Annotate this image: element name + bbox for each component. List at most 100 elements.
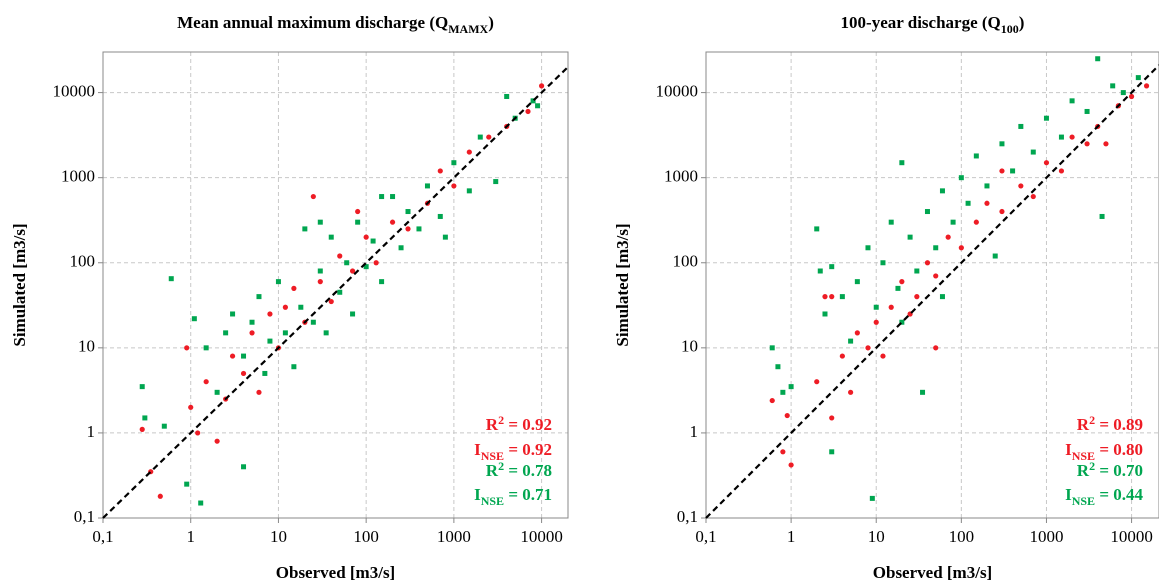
point	[350, 311, 356, 317]
point	[1084, 108, 1090, 114]
chart-title: Mean annual maximum discharge (QMAMX)	[177, 13, 494, 36]
point	[814, 226, 820, 232]
point	[139, 426, 145, 432]
point	[328, 234, 334, 240]
x-tick-label: 10	[270, 527, 287, 546]
point	[1010, 168, 1016, 174]
point	[275, 279, 281, 285]
point	[538, 83, 545, 89]
point	[241, 464, 247, 470]
point	[168, 276, 174, 282]
y-tick-label: 1	[87, 422, 96, 441]
point	[914, 268, 920, 274]
chart-title: 100-year discharge (Q100)	[841, 13, 1025, 36]
y-tick-label: 1000	[61, 167, 95, 186]
point	[1030, 149, 1036, 155]
point	[829, 449, 835, 455]
point	[337, 253, 343, 259]
point	[437, 213, 443, 219]
annotation-symbol: I	[1065, 485, 1072, 504]
point	[363, 234, 369, 240]
annotation: R2 = 0.78	[486, 459, 552, 480]
point	[317, 279, 323, 285]
x-tick-label: 100	[353, 527, 379, 546]
point	[888, 219, 894, 225]
y-tick-label: 1000	[664, 167, 698, 186]
y-tick-label: 10000	[656, 82, 699, 101]
point	[958, 175, 964, 181]
point	[865, 345, 871, 351]
point	[965, 200, 971, 206]
point	[869, 495, 875, 501]
point	[355, 208, 361, 215]
point	[1099, 213, 1105, 219]
point	[363, 264, 369, 270]
annotation-symbol: I	[474, 440, 481, 459]
point	[1110, 83, 1116, 89]
point	[933, 245, 939, 251]
point	[344, 260, 350, 266]
point	[1095, 56, 1101, 62]
title-suffix: )	[488, 13, 494, 32]
point	[992, 253, 998, 259]
point	[1058, 134, 1064, 140]
point	[530, 98, 536, 104]
point	[814, 379, 820, 385]
one-to-one-line	[102, 66, 569, 519]
annotation-value: = 0.92	[504, 440, 552, 459]
annotation-value: = 0.70	[1095, 461, 1143, 480]
title-text: 100-year discharge (Q	[841, 13, 1001, 32]
annotation-symbol: I	[1065, 440, 1072, 459]
point	[451, 183, 457, 189]
y-tick-label: 100	[70, 252, 96, 271]
annotation-sup: 2	[498, 413, 504, 427]
point	[373, 260, 379, 266]
point	[291, 364, 297, 370]
point	[958, 245, 964, 251]
point	[865, 245, 871, 251]
point	[829, 415, 835, 421]
point	[442, 234, 448, 240]
point	[950, 219, 956, 225]
annotation: R2 = 0.89	[1077, 413, 1143, 434]
point	[933, 345, 939, 351]
point	[302, 226, 308, 232]
point	[899, 279, 905, 285]
point	[1018, 123, 1024, 129]
point	[1043, 115, 1049, 121]
point	[466, 188, 472, 194]
y-tick-label: 100	[673, 252, 699, 271]
point	[945, 234, 951, 240]
point	[241, 353, 247, 359]
point	[1128, 93, 1135, 100]
x-tick-label: 1000	[1029, 527, 1063, 546]
annotation: INSE = 0.71	[474, 485, 552, 508]
point	[1043, 160, 1050, 166]
y-tick-label: 10	[681, 337, 698, 356]
point	[298, 304, 304, 310]
point	[191, 316, 197, 322]
point	[256, 389, 262, 395]
annotation-value: = 0.92	[504, 415, 552, 434]
one-to-one-line	[705, 64, 1159, 519]
annotation: INSE = 0.92	[474, 440, 552, 463]
annotation-sub: NSE	[481, 494, 504, 508]
point	[899, 319, 905, 325]
point	[317, 219, 323, 225]
point	[230, 311, 236, 317]
point	[839, 353, 845, 359]
point	[999, 208, 1005, 215]
point	[788, 462, 794, 468]
point	[784, 412, 790, 419]
point	[466, 149, 472, 155]
point	[486, 134, 492, 140]
x-tick-label: 0,1	[92, 527, 113, 546]
point	[920, 389, 926, 395]
x-axis-label: Observed [m3/s]	[873, 563, 992, 582]
point	[1084, 141, 1090, 147]
point	[188, 404, 194, 410]
point	[195, 430, 201, 436]
point	[267, 338, 273, 344]
point	[214, 389, 220, 395]
